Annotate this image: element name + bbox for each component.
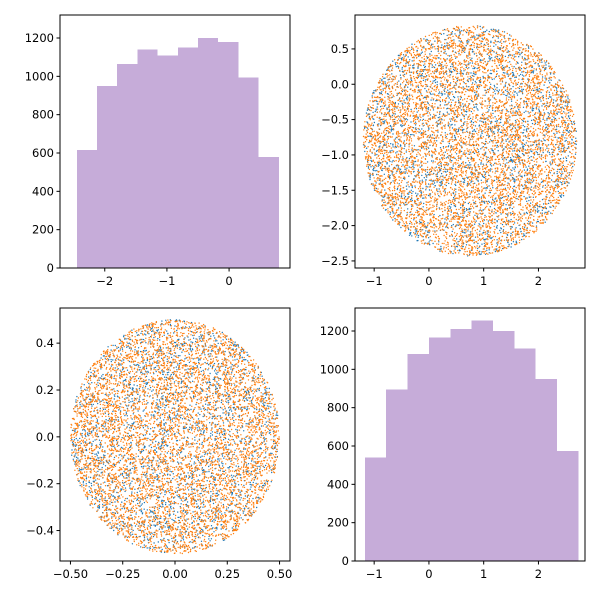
histogram-bar: [407, 354, 429, 561]
y-tick-label: −2.5: [321, 254, 349, 268]
x-tick-label: 2: [535, 274, 542, 288]
x-tick-label: 0.25: [214, 567, 240, 581]
histogram-bar: [557, 450, 579, 561]
histogram-bar: [177, 47, 198, 268]
plot-area: [70, 319, 281, 555]
orange-scatter-points: [70, 319, 281, 555]
histogram-bar: [514, 348, 536, 561]
histogram-bar: [157, 55, 178, 268]
y-tick-label: 0.0: [331, 77, 349, 91]
y-tick-label: 0.5: [331, 42, 349, 56]
x-tick-label: 0.00: [162, 567, 188, 581]
histogram-bar: [471, 320, 493, 561]
x-tick-label: −1: [366, 567, 383, 581]
y-tick-label: 1000: [25, 69, 54, 83]
axes-frame: [354, 14, 586, 269]
x-tick-label: 2: [535, 567, 542, 581]
y-tick-label: 1200: [25, 31, 54, 45]
y-tick-label: −0.4: [26, 524, 54, 538]
y-tick-label: 0: [47, 261, 54, 275]
x-tick-label: −0.50: [53, 567, 88, 581]
y-tick-label: 400: [32, 184, 54, 198]
histogram-bar: [198, 38, 219, 268]
y-tick-label: 800: [32, 108, 54, 122]
orange-scatter-series: [70, 319, 281, 555]
orange-scatter-series: [362, 25, 578, 257]
x-tick-label: −1: [158, 274, 175, 288]
axes-frame: [354, 307, 586, 562]
y-tick-label: 800: [327, 401, 349, 415]
orange-scatter-points: [362, 25, 578, 257]
plot-area: [362, 25, 578, 257]
y-tick-label: −2.0: [321, 219, 349, 233]
histogram-bar: [76, 150, 97, 268]
y-tick-label: 600: [32, 146, 54, 160]
y-tick-label: 0.2: [36, 383, 54, 397]
histogram-bar: [364, 457, 387, 561]
histogram-bar: [428, 337, 451, 561]
y-tick-label: 200: [327, 516, 349, 530]
y-tick-label: −1.5: [321, 183, 349, 197]
y-tick-label: 0.0: [36, 430, 54, 444]
histogram-bar: [218, 41, 239, 268]
histogram-bar: [137, 49, 158, 268]
x-tick-label: −0.25: [105, 567, 140, 581]
axes-frame: [59, 14, 291, 269]
y-tick-label: −0.2: [26, 477, 54, 491]
y-tick-label: 1200: [320, 324, 349, 338]
histogram-bar: [386, 389, 408, 561]
x-tick-label: 1: [480, 274, 487, 288]
y-tick-label: −0.5: [321, 113, 349, 127]
x-tick-label: 0.50: [267, 567, 293, 581]
histogram-bar: [535, 378, 558, 561]
plot-area: [76, 38, 279, 268]
histogram-bar: [450, 329, 472, 561]
x-tick-label: −2: [96, 274, 113, 288]
top-right-scatter-panel: −1 0 1 2 0.5 0.0 −0.5 −1.0 −1.5 −2.0 −2.5: [321, 14, 586, 288]
plot-area: [364, 320, 579, 561]
x-tick-label: 0: [425, 274, 432, 288]
histogram-bar: [238, 77, 259, 268]
histogram-bar: [117, 63, 138, 268]
bottom-right-histogram-panel: −1 0 1 2 0 200 400 600 800 1000 1200: [320, 307, 586, 581]
histogram-bar: [493, 331, 515, 561]
y-tick-label: 1000: [320, 362, 349, 376]
y-tick-label: 400: [327, 477, 349, 491]
y-tick-label: 600: [327, 439, 349, 453]
x-tick-label: 0: [225, 274, 232, 288]
histogram-bar: [96, 85, 118, 268]
y-tick-label: 200: [32, 223, 54, 237]
y-tick-label: 0.4: [36, 336, 54, 350]
x-tick-label: −1: [366, 274, 383, 288]
y-tick-label: −1.0: [321, 148, 349, 162]
bottom-left-scatter-panel: −0.50 −0.25 0.00 0.25 0.50 0.4 0.2 0.0 −0.2 −0.4: [26, 307, 293, 581]
x-tick-label: 1: [480, 567, 487, 581]
y-tick-label: 0: [342, 554, 349, 568]
x-tick-label: 0: [425, 567, 432, 581]
histogram-bar: [258, 156, 279, 268]
top-left-histogram-panel: −2 −1 0 0 200 400 600 800 1000 1200: [25, 14, 291, 288]
